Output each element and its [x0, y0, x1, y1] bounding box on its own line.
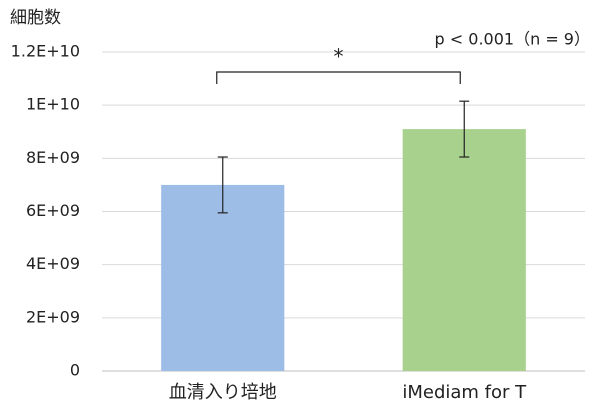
significance-mark: *	[334, 45, 344, 69]
annotation: p < 0.001（n = 9）	[435, 30, 590, 49]
bar	[402, 129, 526, 371]
significance-bracket	[216, 71, 461, 84]
x-tick-label: iMediam for T	[402, 382, 527, 403]
y-tick-label: 1.2E+10	[11, 42, 80, 61]
y-tick-label: 2E+09	[26, 307, 80, 326]
y-tick-label: 8E+09	[26, 148, 80, 167]
y-tick-label: 4E+09	[26, 254, 80, 273]
x-tick-label: 血清入り培地	[169, 382, 277, 403]
y-axis-label: 細胞数	[10, 8, 61, 28]
bar	[161, 184, 285, 371]
y-tick-label: 6E+09	[26, 201, 80, 220]
y-tick-label: 0	[70, 361, 80, 380]
y-tick-label: 1E+10	[26, 95, 80, 114]
